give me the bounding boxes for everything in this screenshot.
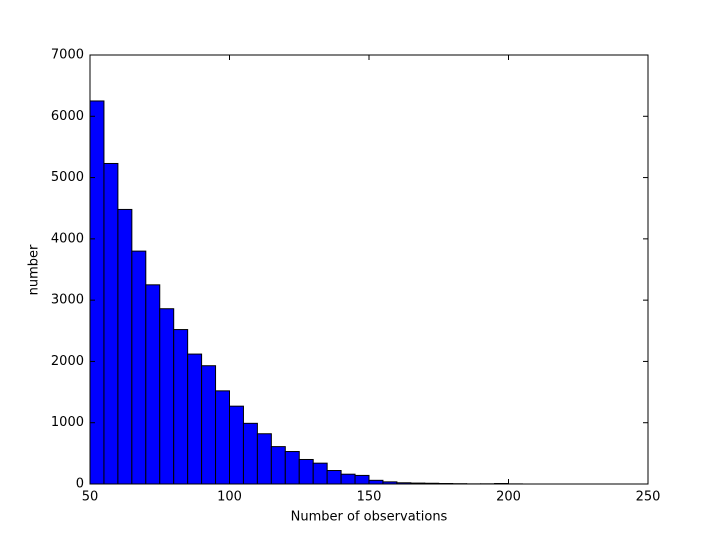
bar bbox=[103, 162, 119, 485]
y-tick-label: 2000 bbox=[51, 354, 84, 369]
y-tick-label: 5000 bbox=[51, 170, 84, 185]
x-tick-label: 50 bbox=[82, 490, 99, 505]
bar bbox=[326, 470, 342, 485]
bar bbox=[145, 284, 161, 485]
y-tick-label: 4000 bbox=[51, 231, 84, 246]
bar bbox=[89, 100, 105, 485]
bar bbox=[340, 473, 356, 485]
bar bbox=[284, 451, 300, 485]
bar bbox=[298, 458, 314, 485]
bar bbox=[201, 365, 217, 485]
bar bbox=[270, 446, 286, 485]
y-tick-label: 1000 bbox=[51, 415, 84, 430]
x-tick-label: 200 bbox=[496, 490, 521, 505]
bar bbox=[242, 422, 258, 485]
y-axis-label: number bbox=[27, 244, 42, 295]
y-tick-label: 6000 bbox=[51, 109, 84, 124]
bar bbox=[173, 329, 189, 485]
bar bbox=[229, 405, 244, 485]
x-tick-label: 100 bbox=[217, 490, 242, 505]
bar bbox=[368, 479, 384, 485]
bar bbox=[215, 390, 231, 485]
y-tick-label: 7000 bbox=[51, 48, 84, 63]
y-tick-label: 3000 bbox=[51, 293, 84, 308]
bar bbox=[354, 474, 370, 485]
bar bbox=[312, 462, 328, 485]
x-axis-label: Number of observations bbox=[291, 510, 448, 525]
bar bbox=[131, 250, 147, 485]
y-tick-label: 0 bbox=[76, 477, 84, 492]
bar bbox=[159, 308, 175, 485]
bar bbox=[256, 433, 272, 485]
bar bbox=[117, 208, 133, 485]
x-tick-label: 250 bbox=[636, 490, 661, 505]
x-tick-label: 150 bbox=[357, 490, 382, 505]
bar bbox=[187, 353, 203, 485]
